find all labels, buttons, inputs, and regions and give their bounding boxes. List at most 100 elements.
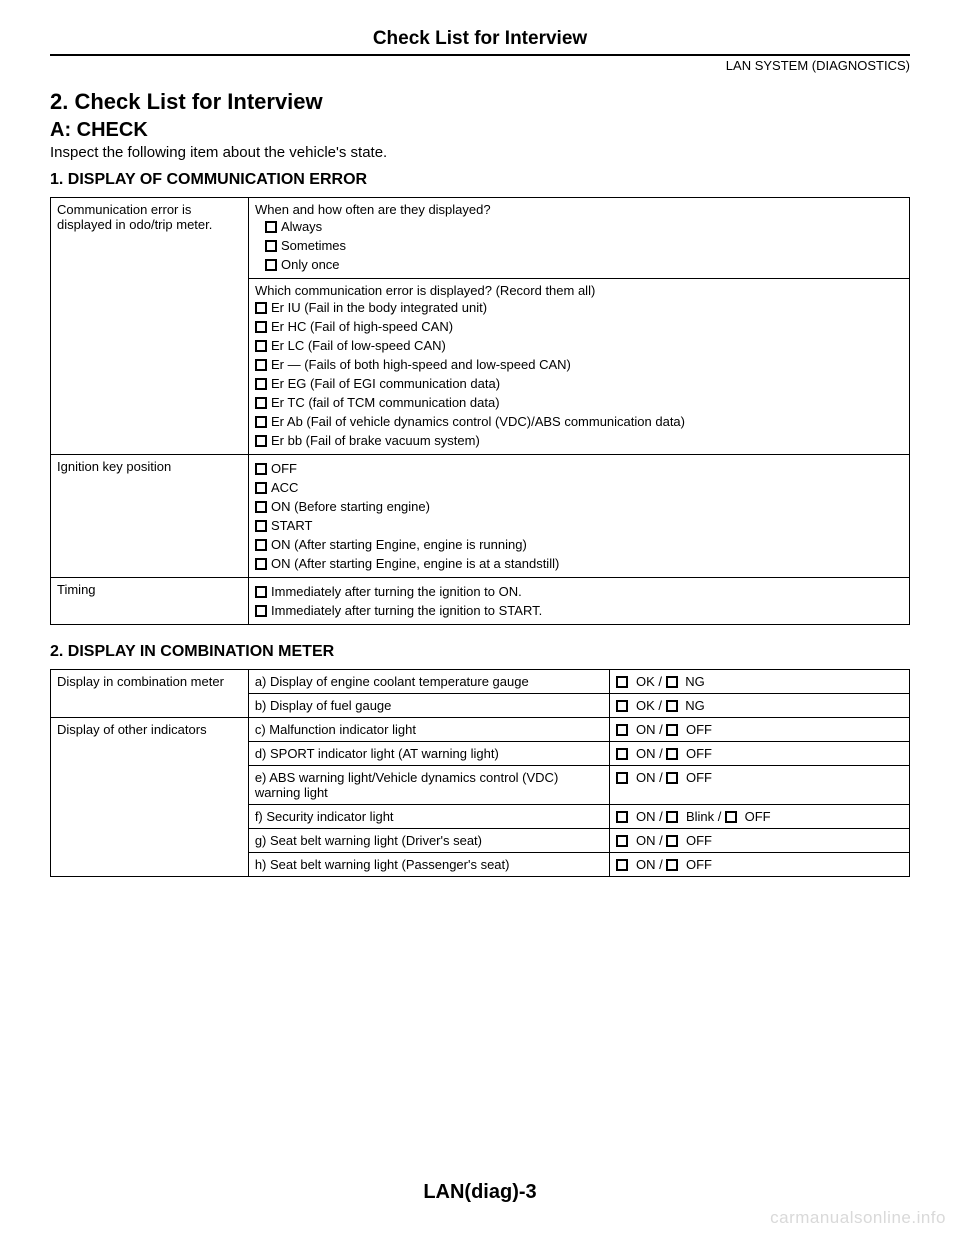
checkbox-icon[interactable] [255, 520, 267, 532]
checkbox-icon[interactable] [255, 539, 267, 551]
part1-heading: 1. DISPLAY OF COMMUNICATION ERROR [50, 171, 910, 189]
checkbox-option[interactable]: Immediately after turning the ignition t… [255, 601, 903, 620]
checkbox-icon[interactable] [666, 835, 678, 847]
checkbox-option[interactable]: Er — (Fails of both high-speed and low-s… [255, 355, 903, 374]
checkbox-option[interactable]: ON (After starting Engine, engine is at … [255, 554, 903, 573]
option-label: OFF [271, 461, 297, 476]
option-label: ON (After starting Engine, engine is at … [271, 556, 559, 571]
separator: / [656, 722, 667, 737]
checkbox-icon[interactable] [265, 240, 277, 252]
checkbox-icon[interactable] [666, 748, 678, 760]
table-row: Display of other indicators c) Malfuncti… [51, 718, 910, 742]
table-row: Communication error is displayed in odo/… [51, 198, 910, 279]
checkbox-icon[interactable] [616, 835, 628, 847]
option-label: OK [632, 698, 654, 713]
checkbox-icon[interactable] [616, 724, 628, 736]
section-title: 2. Check List for Interview [50, 89, 910, 115]
option-label: Er LC (Fail of low-speed CAN) [271, 338, 446, 353]
subsection-a: A: CHECK [50, 119, 910, 142]
checkbox-icon[interactable] [255, 435, 267, 447]
cell-ignition: OFFACCON (Before starting engine)STARTON… [249, 455, 910, 578]
checkbox-icon[interactable] [255, 378, 267, 390]
checkbox-option[interactable]: Er IU (Fail in the body integrated unit) [255, 298, 903, 317]
checkbox-icon[interactable] [255, 586, 267, 598]
checkbox-icon[interactable] [666, 772, 678, 784]
option-label: Sometimes [281, 238, 346, 253]
checkbox-icon[interactable] [666, 700, 678, 712]
table-row: Ignition key position OFF ACCON (Before s… [51, 455, 910, 578]
option-label: Always [281, 219, 322, 234]
option-label: OFF [682, 857, 712, 872]
desc-cell: c) Malfunction indicator light [248, 718, 610, 742]
checkbox-icon[interactable] [616, 676, 628, 688]
separator: / [656, 809, 667, 824]
intro-text: Inspect the following item about the veh… [50, 144, 910, 161]
desc-cell: d) SPORT indicator light (AT warning lig… [248, 742, 610, 766]
checkbox-option[interactable]: Er EG (Fail of EGI communication data) [255, 374, 903, 393]
checkbox-icon[interactable] [725, 811, 737, 823]
checkbox-option[interactable]: Always [265, 217, 903, 236]
checkbox-icon[interactable] [255, 359, 267, 371]
checkbox-icon[interactable] [265, 221, 277, 233]
checkbox-icon[interactable] [666, 811, 678, 823]
checkbox-options: Er IU (Fail in the body integrated unit)… [255, 298, 903, 450]
option-label: ON [632, 746, 655, 761]
checkbox-option[interactable]: Er LC (Fail of low-speed CAN) [255, 336, 903, 355]
option-label: OFF [682, 833, 712, 848]
checkbox-icon[interactable] [616, 811, 628, 823]
table-row: Timing Immediately after turning the ign… [51, 578, 910, 625]
checkbox-icon[interactable] [255, 605, 267, 617]
opts-cell: ON / Blink / OFF [610, 805, 910, 829]
opts-cell: OK / NG [610, 694, 910, 718]
option-label: ON [632, 722, 655, 737]
checkbox-options: OFFACCON (Before starting engine)STARTON… [255, 459, 903, 573]
option-label: NG [682, 698, 705, 713]
checkbox-icon[interactable] [616, 700, 628, 712]
checkbox-icon[interactable] [255, 416, 267, 428]
row-label: Ignition key position [51, 455, 249, 578]
checkbox-icon[interactable] [255, 397, 267, 409]
opts-cell: ON / OFF [610, 766, 910, 805]
option-label: ON [632, 770, 655, 785]
option-label: OFF [682, 770, 712, 785]
separator: / [655, 698, 666, 713]
option-label: Er — (Fails of both high-speed and low-s… [271, 357, 571, 372]
checkbox-icon[interactable] [255, 302, 267, 314]
checkbox-option[interactable]: Er TC (fail of TCM communication data) [255, 393, 903, 412]
option-label: Immediately after turning the ignition t… [271, 584, 522, 599]
checkbox-icon[interactable] [255, 321, 267, 333]
desc-cell: e) ABS warning light/Vehicle dynamics co… [248, 766, 610, 805]
checkbox-option[interactable]: Immediately after turning the ignition t… [255, 582, 903, 601]
checkbox-option[interactable]: Only once [265, 255, 903, 274]
checkbox-icon[interactable] [265, 259, 277, 271]
checkbox-option[interactable]: ACC [255, 478, 903, 497]
checkbox-icon[interactable] [255, 463, 267, 475]
checkbox-option[interactable]: START [255, 516, 903, 535]
checkbox-icon[interactable] [666, 676, 678, 688]
header-rule [50, 54, 910, 56]
checkbox-icon[interactable] [255, 558, 267, 570]
checkbox-icon[interactable] [255, 501, 267, 513]
desc-cell: a) Display of engine coolant temperature… [248, 670, 610, 694]
checkbox-icon[interactable] [666, 724, 678, 736]
opts-cell: ON / OFF [610, 829, 910, 853]
checkbox-icon[interactable] [255, 482, 267, 494]
checkbox-option[interactable]: OFF [255, 459, 903, 478]
checkbox-option[interactable]: Er HC (Fail of high-speed CAN) [255, 317, 903, 336]
page-header-title: Check List for Interview [50, 28, 910, 50]
checkbox-icon[interactable] [255, 340, 267, 352]
checkbox-option[interactable]: ON (Before starting engine) [255, 497, 903, 516]
separator: / [656, 746, 667, 761]
checkbox-option[interactable]: Er Ab (Fail of vehicle dynamics control … [255, 412, 903, 431]
checkbox-option[interactable]: Er bb (Fail of brake vacuum system) [255, 431, 903, 450]
checkbox-option[interactable]: ON (After starting Engine, engine is run… [255, 535, 903, 554]
checkbox-option[interactable]: Sometimes [265, 236, 903, 255]
table-row: Display in combination meter a) Display … [51, 670, 910, 694]
checkbox-icon[interactable] [666, 859, 678, 871]
separator: / [714, 809, 725, 824]
option-label: OFF [682, 746, 712, 761]
checkbox-icon[interactable] [616, 859, 628, 871]
checkbox-icon[interactable] [616, 772, 628, 784]
separator: / [656, 770, 667, 785]
checkbox-icon[interactable] [616, 748, 628, 760]
